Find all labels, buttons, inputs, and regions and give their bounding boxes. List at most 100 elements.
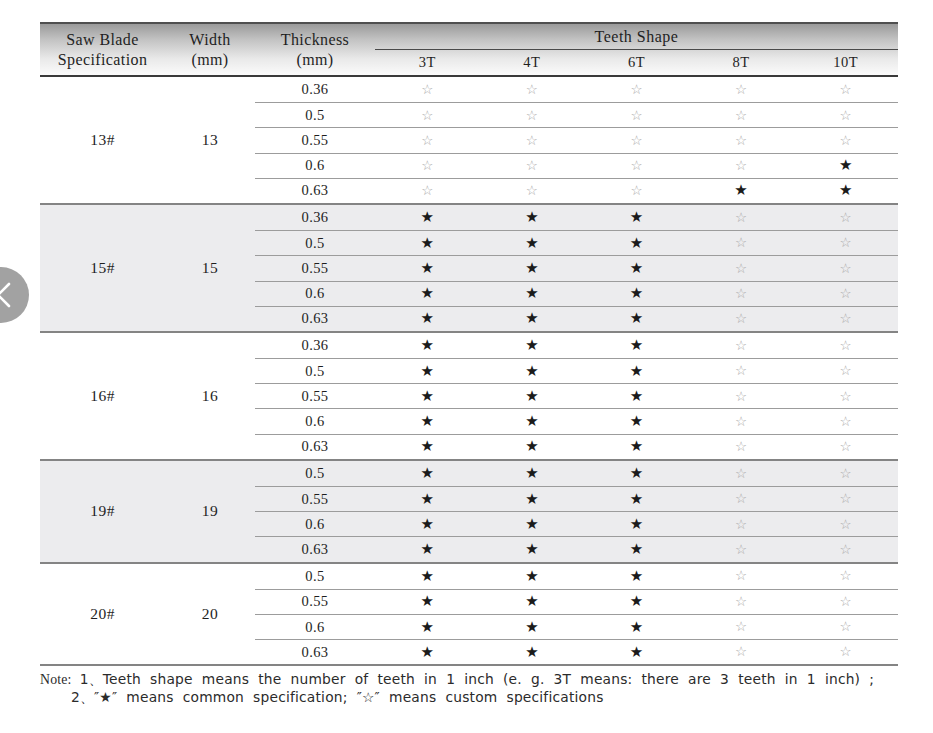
- common-spec-star-icon: ★: [480, 594, 585, 609]
- table-row: 0.63★★★☆☆: [255, 639, 898, 664]
- common-spec-star-icon: ★: [584, 261, 689, 276]
- common-spec-star-icon: ★: [375, 517, 480, 532]
- common-spec-star-icon: ★: [584, 645, 689, 660]
- common-spec-star-icon: ★: [480, 542, 585, 557]
- custom-spec-star-icon: ☆: [793, 440, 898, 454]
- custom-spec-star-icon: ☆: [480, 159, 585, 173]
- thickness-cell: 0.55: [255, 491, 375, 508]
- table-row: 0.63★★★☆☆: [255, 434, 898, 459]
- thickness-cell: 0.55: [255, 132, 375, 149]
- custom-spec-star-icon: ☆: [689, 467, 794, 481]
- header-teeth-shape-group: Teeth Shape 3T4T6T8T10T: [375, 24, 898, 75]
- table-row: 0.55★★★☆☆: [255, 255, 898, 280]
- custom-spec-star-icon: ☆: [793, 211, 898, 225]
- custom-spec-star-icon: ☆: [793, 492, 898, 506]
- custom-spec-star-icon: ☆: [793, 262, 898, 276]
- table-row: 0.55★★★☆☆: [255, 589, 898, 614]
- thickness-cell: 0.55: [255, 388, 375, 405]
- custom-spec-star-icon: ☆: [480, 184, 585, 198]
- thickness-cell: 0.6: [255, 285, 375, 302]
- thickness-cell: 0.63: [255, 182, 375, 199]
- header-saw-blade-line1: Saw Blade: [66, 30, 138, 50]
- width-cell: 20: [165, 564, 255, 665]
- custom-spec-star-icon: ☆: [793, 595, 898, 609]
- spec-cell: 20#: [40, 564, 165, 665]
- thickness-cell: 0.5: [255, 235, 375, 252]
- custom-spec-star-icon: ☆: [689, 83, 794, 97]
- table-row: 0.36☆☆☆☆☆: [255, 77, 898, 102]
- custom-spec-star-icon: ☆: [689, 440, 794, 454]
- common-spec-star-icon: ★: [480, 645, 585, 660]
- table-row: 0.5☆☆☆☆☆: [255, 102, 898, 127]
- custom-spec-star-icon: ☆: [375, 159, 480, 173]
- common-spec-star-icon: ★: [375, 364, 480, 379]
- table-row: 0.55☆☆☆☆☆: [255, 127, 898, 152]
- thickness-cell: 0.36: [255, 337, 375, 354]
- custom-spec-star-icon: ☆: [793, 620, 898, 634]
- common-spec-star-icon: ★: [584, 389, 689, 404]
- common-spec-star-icon: ★: [375, 439, 480, 454]
- custom-spec-star-icon: ☆: [793, 569, 898, 583]
- table-row: 0.6★★★☆☆: [255, 614, 898, 639]
- note-label: Note:: [40, 672, 72, 687]
- custom-spec-star-icon: ☆: [689, 620, 794, 634]
- common-spec-star-icon: ★: [480, 569, 585, 584]
- spec-group-13: 13#130.36☆☆☆☆☆0.5☆☆☆☆☆0.55☆☆☆☆☆0.6☆☆☆☆★0…: [40, 77, 898, 203]
- custom-spec-star-icon: ☆: [375, 109, 480, 123]
- common-spec-star-icon: ★: [375, 389, 480, 404]
- custom-spec-star-icon: ☆: [375, 83, 480, 97]
- common-spec-star-icon: ★: [584, 311, 689, 326]
- group-rows: 0.5★★★☆☆0.55★★★☆☆0.6★★★☆☆0.63★★★☆☆: [255, 564, 898, 665]
- common-spec-star-icon: ★: [584, 364, 689, 379]
- thickness-cell: 0.6: [255, 619, 375, 636]
- spec-group-15: 15#150.36★★★☆☆0.5★★★☆☆0.55★★★☆☆0.6★★★☆☆0…: [40, 203, 898, 331]
- carousel-prev-button[interactable]: [0, 267, 29, 323]
- table-row: 0.63★★★☆☆: [255, 306, 898, 331]
- common-spec-star-icon: ★: [480, 236, 585, 251]
- common-spec-star-icon: ★: [375, 542, 480, 557]
- thickness-cell: 0.6: [255, 157, 375, 174]
- width-cell: 19: [165, 461, 255, 562]
- thickness-cell: 0.5: [255, 465, 375, 482]
- custom-spec-star-icon: ☆: [793, 467, 898, 481]
- common-spec-star-icon: ★: [375, 620, 480, 635]
- common-spec-star-icon: ★: [375, 594, 480, 609]
- table-body: 13#130.36☆☆☆☆☆0.5☆☆☆☆☆0.55☆☆☆☆☆0.6☆☆☆☆★0…: [40, 77, 898, 666]
- spec-cell: 19#: [40, 461, 165, 562]
- common-spec-star-icon: ★: [375, 338, 480, 353]
- custom-spec-star-icon: ☆: [793, 364, 898, 378]
- teeth-column-header-4t: 4T: [480, 50, 585, 75]
- table-row: 0.5★★★☆☆: [255, 564, 898, 589]
- chevron-left-icon: [0, 267, 29, 323]
- thickness-cell: 0.6: [255, 516, 375, 533]
- custom-spec-star-icon: ☆: [793, 236, 898, 250]
- custom-spec-star-icon: ☆: [689, 236, 794, 250]
- group-rows: 0.36★★★☆☆0.5★★★☆☆0.55★★★☆☆0.6★★★☆☆0.63★★…: [255, 333, 898, 459]
- common-spec-star-icon: ★: [584, 236, 689, 251]
- custom-spec-star-icon: ☆: [793, 287, 898, 301]
- width-cell: 13: [165, 77, 255, 203]
- thickness-cell: 0.63: [255, 438, 375, 455]
- table-row: 0.5★★★☆☆: [255, 230, 898, 255]
- common-spec-star-icon: ★: [480, 311, 585, 326]
- custom-spec-star-icon: ☆: [689, 518, 794, 532]
- custom-spec-star-icon: ☆: [793, 134, 898, 148]
- common-spec-star-icon: ★: [793, 183, 898, 198]
- width-cell: 15: [165, 205, 255, 331]
- table-row: 0.6★★★☆☆: [255, 511, 898, 536]
- note-line-1: Note: 1、Teeth shape means the number of …: [40, 671, 910, 689]
- common-spec-star-icon: ★: [375, 466, 480, 481]
- common-spec-star-icon: ★: [584, 492, 689, 507]
- table-row: 0.36★★★☆☆: [255, 333, 898, 358]
- table-row: 0.36★★★☆☆: [255, 205, 898, 230]
- common-spec-star-icon: ★: [375, 414, 480, 429]
- teeth-column-header-10t: 10T: [793, 50, 898, 75]
- header-thickness-line1: Thickness: [281, 30, 349, 50]
- width-cell: 16: [165, 333, 255, 459]
- common-spec-star-icon: ★: [375, 236, 480, 251]
- custom-spec-star-icon: ☆: [793, 83, 898, 97]
- common-spec-star-icon: ★: [375, 569, 480, 584]
- common-spec-star-icon: ★: [480, 210, 585, 225]
- common-spec-star-icon: ★: [480, 414, 585, 429]
- table-row: 0.63★★★☆☆: [255, 536, 898, 561]
